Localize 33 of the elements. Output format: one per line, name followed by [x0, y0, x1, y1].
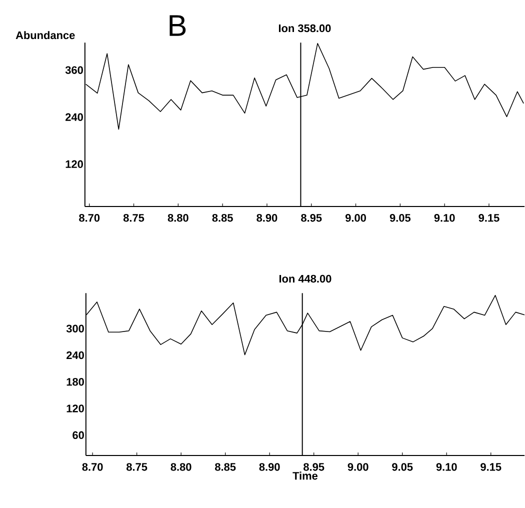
x-tick-label: 8.80: [170, 463, 192, 472]
chart-title: Ion 448.00: [279, 275, 332, 283]
y-axis-title: Abundance: [16, 31, 75, 40]
y-tick-label: 120: [66, 404, 84, 413]
x-tick-label: 8.70: [82, 463, 103, 472]
x-tick-label: 8.75: [126, 463, 148, 472]
text: B: [170, 16, 186, 36]
x-tick-label: 8.85: [215, 463, 236, 472]
y-tick-label: 60: [72, 432, 84, 440]
x-tick-label: 9.05: [392, 463, 413, 472]
x-tick-label: 8.85: [212, 214, 233, 222]
x-tick-label: 8.80: [168, 214, 188, 222]
y-tick-label: 240: [66, 352, 84, 360]
x-tick-label: 8.95: [304, 463, 324, 472]
y-tick-label: 180: [66, 378, 84, 386]
x-tick-label: 9.10: [434, 214, 455, 222]
x-tick-label: 9.15: [480, 463, 502, 472]
y-tick-label: 240: [66, 114, 83, 122]
chart-title: Ion 358.00: [278, 24, 331, 32]
x-tick-label: 8.75: [123, 214, 144, 222]
x-tick-label: 9.05: [390, 214, 411, 222]
x-tick-label: 9.10: [436, 463, 457, 472]
x-tick-label: 8.90: [259, 463, 280, 472]
x-axis-title: Time: [292, 472, 318, 480]
y-tick-label: 360: [65, 66, 83, 74]
x-tick-label: 8.95: [301, 214, 322, 222]
y-tick-label: 120: [66, 160, 83, 168]
x-tick-label: 9.15: [478, 214, 500, 222]
x-tick-label: 8.70: [79, 214, 100, 222]
x-tick-label: 9.00: [348, 463, 368, 472]
x-tick-label: 8.90: [256, 214, 278, 222]
x-tick-label: 9.00: [345, 214, 366, 222]
y-tick-label: 300: [66, 324, 84, 333]
